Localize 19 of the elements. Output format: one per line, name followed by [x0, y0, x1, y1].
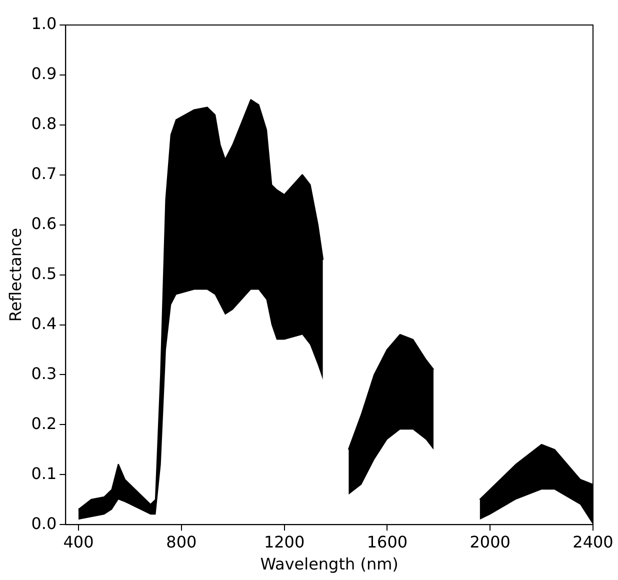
y-axis-title: Reflectance [6, 228, 25, 322]
y-tick-label: 1.0 [31, 14, 57, 34]
y-tick-label: 0.6 [31, 214, 57, 233]
y-tick-label: 0.1 [31, 464, 57, 483]
y-tick-label: 0.3 [31, 364, 57, 383]
y-tick-label: 0.4 [31, 314, 57, 333]
x-tick-label: 800 [166, 532, 197, 552]
y-tick-label: 0.0 [31, 514, 57, 533]
x-tick-label: 1600 [366, 532, 408, 552]
x-tick-label: 400 [63, 532, 94, 552]
x-tick-label: 1200 [264, 532, 305, 552]
y-tick-label: 0.9 [31, 64, 57, 84]
y-tick-label: 0.8 [31, 114, 57, 134]
x-tick-label: 2000 [470, 532, 510, 552]
y-tick-label: 0.2 [31, 414, 57, 433]
y-tick-label: 0.7 [31, 164, 57, 184]
y-tick-label: 0.5 [31, 264, 57, 283]
x-tick-label: 2400 [572, 532, 614, 552]
x-axis-title: Wavelength (nm) [260, 554, 398, 574]
